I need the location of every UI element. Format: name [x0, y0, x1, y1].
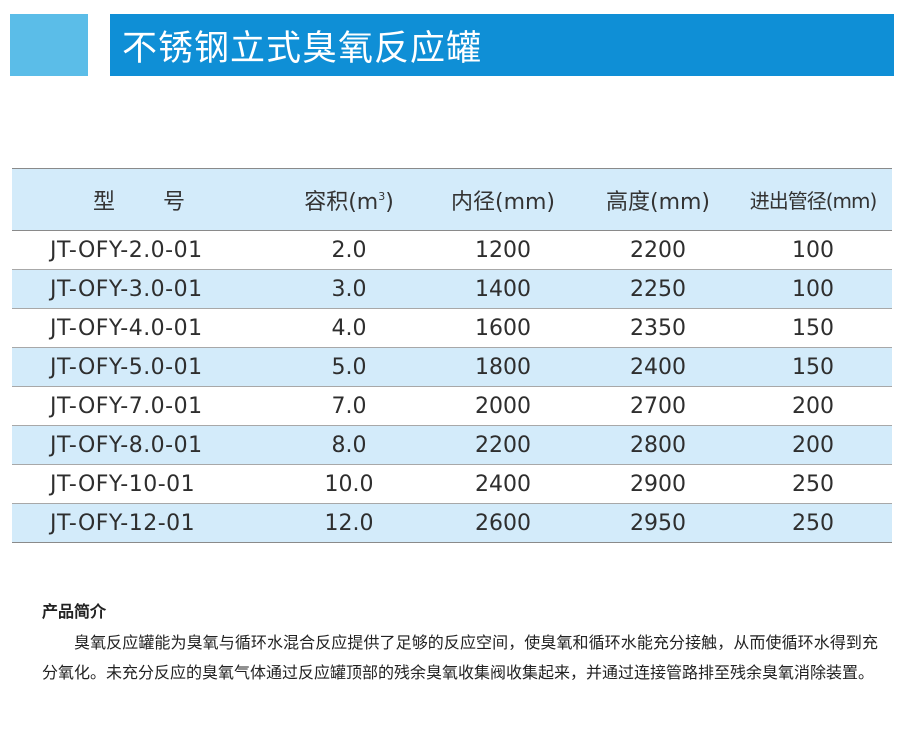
cell-height: 2350	[582, 308, 734, 348]
table-row: JT-OFY-10-01 10.0 2400 2900 250	[12, 464, 892, 504]
cell-height: 2400	[582, 347, 734, 387]
cell-volume: 4.0	[274, 308, 424, 348]
table-row: JT-OFY-5.0-01 5.0 1800 2400 150	[12, 347, 892, 387]
cell-height: 2900	[582, 464, 734, 504]
cell-volume: 12.0	[274, 503, 424, 543]
header-volume: 容积(m3)	[274, 168, 424, 231]
header-volume-label: 容积(m	[304, 189, 379, 215]
cell-model: JT-OFY-12-01	[12, 503, 274, 543]
cell-pipe-diameter: 200	[734, 386, 892, 426]
cell-model: JT-OFY-4.0-01	[12, 308, 274, 348]
cell-pipe-diameter: 100	[734, 269, 892, 309]
cell-inner-diameter: 1400	[424, 269, 582, 309]
cell-inner-diameter: 2000	[424, 386, 582, 426]
cell-model: JT-OFY-8.0-01	[12, 425, 274, 465]
table-header-row: 型号 容积(m3) 内径(mm) 高度(mm) 进出管径(mm)	[12, 168, 892, 231]
table-row: JT-OFY-3.0-01 3.0 1400 2250 100	[12, 269, 892, 309]
cell-model: JT-OFY-7.0-01	[12, 386, 274, 426]
cell-inner-diameter: 1200	[475, 237, 531, 263]
cell-model: JT-OFY-2.0-01	[50, 237, 203, 263]
cell-model: JT-OFY-10-01	[12, 464, 274, 504]
cell-volume: 3.0	[274, 269, 424, 309]
cell-model: JT-OFY-3.0-01	[12, 269, 274, 309]
cell-height: 2700	[582, 386, 734, 426]
cell-volume: 10.0	[274, 464, 424, 504]
cell-volume: 8.0	[274, 425, 424, 465]
table-row: JT-OFY-2.0-01 2.0 1200 2200 100	[12, 231, 892, 270]
header-height: 高度(mm)	[582, 168, 734, 231]
cell-inner-diameter: 2600	[424, 503, 582, 543]
table-row: JT-OFY-12-01 12.0 2600 2950 250	[12, 503, 892, 543]
header-volume-close: )	[385, 189, 394, 215]
table-row: JT-OFY-4.0-01 4.0 1600 2350 150	[12, 308, 892, 348]
title-bar: 不锈钢立式臭氧反应罐	[110, 14, 894, 76]
cell-volume: 7.0	[274, 386, 424, 426]
cell-pipe-diameter: 200	[734, 425, 892, 465]
cell-pipe-diameter: 100	[792, 237, 834, 263]
cell-pipe-diameter: 250	[734, 503, 892, 543]
header-accent-block	[10, 14, 88, 76]
cell-volume: 2.0	[331, 237, 367, 263]
page-title: 不锈钢立式臭氧反应罐	[122, 28, 483, 69]
cell-inner-diameter: 1800	[424, 347, 582, 387]
table-row: JT-OFY-7.0-01 7.0 2000 2700 200	[12, 386, 892, 426]
header-model: 型号	[12, 168, 274, 231]
cell-inner-diameter: 2200	[424, 425, 582, 465]
cell-height: 2250	[582, 269, 734, 309]
intro-body: 臭氧反应罐能为臭氧与循环水混合反应提供了足够的反应空间，使臭氧和循环水能充分接触…	[42, 633, 878, 682]
cell-pipe-diameter: 250	[734, 464, 892, 504]
page-header: 不锈钢立式臭氧反应罐	[0, 0, 900, 90]
cell-volume: 5.0	[274, 347, 424, 387]
cell-inner-diameter: 1600	[424, 308, 582, 348]
cell-height: 2950	[582, 503, 734, 543]
cell-height: 2200	[630, 237, 686, 263]
header-inner-diameter: 内径(mm)	[424, 168, 582, 231]
table-row: JT-OFY-8.0-01 8.0 2200 2800 200	[12, 425, 892, 465]
cell-pipe-diameter: 150	[734, 347, 892, 387]
cell-inner-diameter: 2400	[424, 464, 582, 504]
cell-height: 2800	[582, 425, 734, 465]
spec-table: 型号 容积(m3) 内径(mm) 高度(mm) 进出管径(mm) JT-OFY-…	[12, 168, 892, 543]
header-volume-superscript: 3	[378, 189, 386, 203]
cell-pipe-diameter: 150	[734, 308, 892, 348]
header-pipe-diameter: 进出管径(mm)	[734, 168, 892, 231]
intro-heading: 产品简介	[42, 602, 107, 621]
cell-model: JT-OFY-5.0-01	[12, 347, 274, 387]
